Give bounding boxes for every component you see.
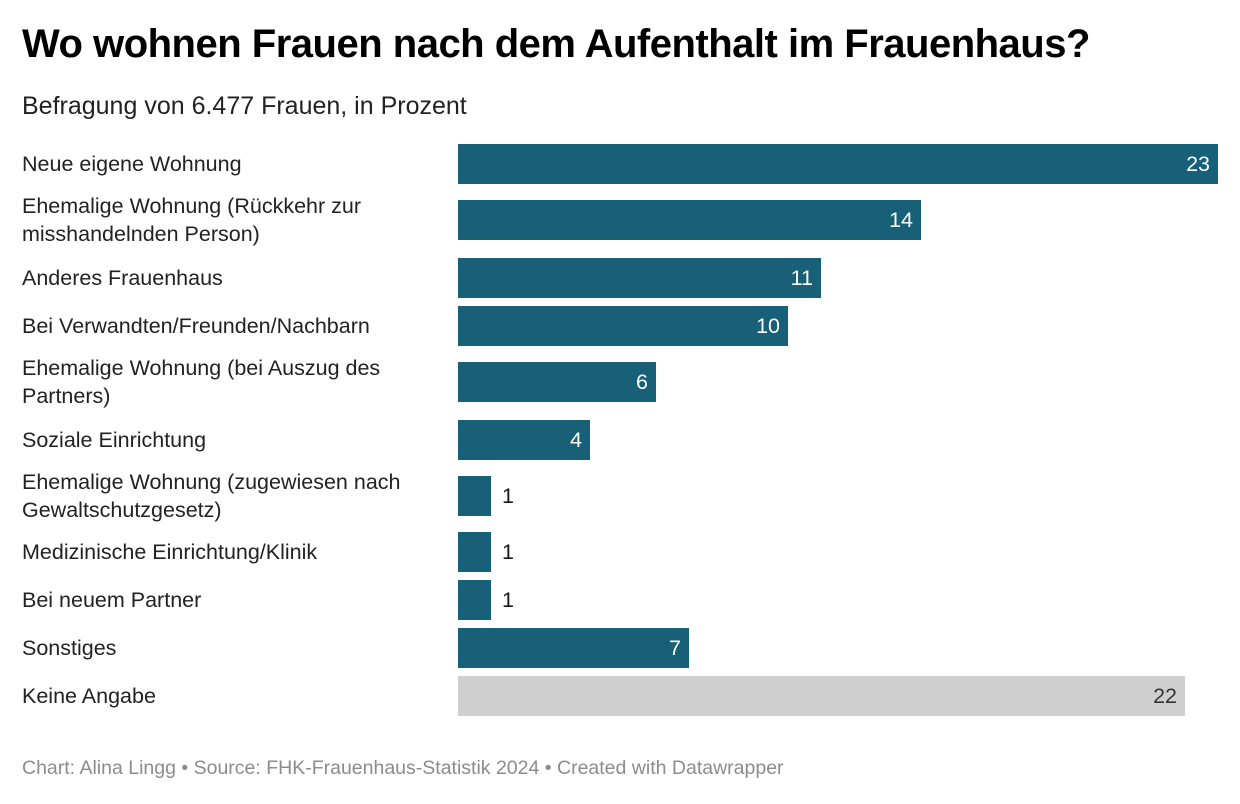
bar (458, 420, 590, 460)
bar (458, 200, 921, 240)
chart-title: Wo wohnen Frauen nach dem Aufenthalt im … (22, 22, 1090, 66)
value-label: 1 (502, 540, 514, 564)
bar (458, 144, 1218, 184)
bar (458, 306, 788, 346)
bar (458, 476, 491, 516)
category-label: Anderes Frauenhaus (22, 266, 223, 290)
bar (458, 676, 1185, 716)
bar (458, 362, 656, 402)
bar (458, 628, 689, 668)
category-label: Medizinische Einrichtung/Klinik (22, 540, 318, 564)
category-label: Neue eigene Wohnung (22, 152, 242, 176)
value-label: 6 (636, 370, 648, 394)
value-label: 7 (669, 636, 681, 660)
category-label: Bei neuem Partner (22, 588, 202, 612)
category-label: Ehemalige Wohnung (Rückkehr zur misshand… (22, 194, 361, 246)
value-label: 1 (502, 484, 514, 508)
bar (458, 258, 821, 298)
value-label: 23 (1186, 152, 1210, 176)
value-label: 1 (502, 588, 514, 612)
chart-footer: Chart: Alina Lingg • Source: FHK-Frauenh… (22, 757, 784, 779)
chart-subtitle: Befragung von 6.477 Frauen, in Prozent (22, 92, 467, 120)
category-label: Ehemalige Wohnung (bei Auszug des Partne… (22, 356, 381, 408)
category-label: Soziale Einrichtung (22, 428, 207, 452)
category-label: Bei Verwandten/Freunden/Nachbarn (22, 314, 370, 338)
value-label: 10 (756, 314, 780, 338)
value-label: 14 (889, 208, 913, 232)
bar (458, 580, 491, 620)
category-label: Ehemalige Wohnung (zugewiesen nach Gewal… (22, 470, 401, 522)
bar (458, 532, 491, 572)
category-label: Sonstiges (22, 636, 117, 660)
value-label: 22 (1153, 684, 1177, 708)
value-label: 4 (570, 428, 582, 452)
value-label: 11 (790, 266, 813, 290)
category-label: Keine Angabe (22, 684, 156, 708)
